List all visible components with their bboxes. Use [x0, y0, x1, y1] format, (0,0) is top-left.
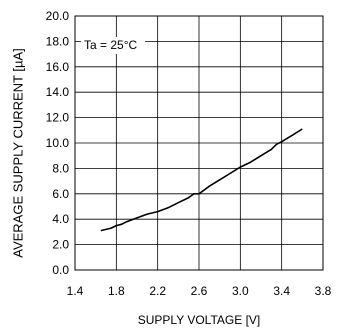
y-axis-label: AVERAGE SUPPLY CURRENT [µA] [11, 48, 26, 258]
plot-frame [74, 15, 324, 271]
y-tick-label: 0.0 [52, 263, 69, 277]
x-tick-label: 1.4 [67, 284, 84, 298]
y-tick-label: 2.0 [52, 238, 69, 252]
y-tick-label: 14.0 [46, 85, 70, 99]
x-tick-label: 3.8 [315, 284, 332, 298]
x-tick-label: 2.2 [149, 284, 166, 298]
y-tick-label: 4.0 [52, 212, 69, 226]
x-axis-label: SUPPLY VOLTAGE [V] [138, 313, 261, 327]
x-tick-label: 3.4 [273, 284, 290, 298]
y-tick-label: 12.0 [46, 111, 70, 125]
y-tick-label: 10.0 [46, 136, 70, 150]
y-tick-label: 6.0 [52, 187, 69, 201]
annotation-background [81, 37, 145, 54]
y-tick-label: 16.0 [46, 60, 70, 74]
supply-current-line [100, 128, 303, 232]
x-tick-label: 1.8 [108, 284, 125, 298]
temperature-annotation: Ta = 25°C [84, 38, 137, 52]
y-tick-label: 18.0 [46, 34, 70, 48]
y-tick-label: 8.0 [52, 161, 69, 175]
x-tick-label: 2.6 [191, 284, 208, 298]
y-tick-labels: 0.0 2.0 4.0 6.0 8.0 10.0 12.0 14.0 16.0 18.0 20.0 [46, 9, 70, 277]
x-tick-label: 3.0 [232, 284, 249, 298]
y-tick-label: 20.0 [46, 9, 70, 23]
x-tick-labels: 1.4 1.8 2.2 2.6 3.0 3.4 3.8 [67, 284, 332, 298]
series-layer [100, 128, 303, 232]
grid-lines [74, 15, 324, 271]
